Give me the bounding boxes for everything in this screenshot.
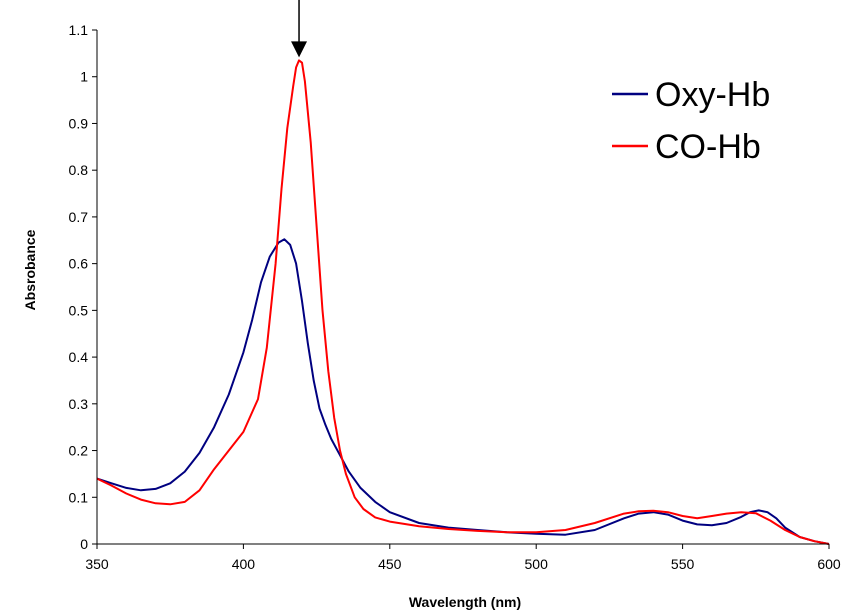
y-axis-title: Absrobance	[22, 229, 38, 310]
arrow-head	[291, 41, 308, 58]
y-tick-label: 0.9	[69, 115, 89, 131]
y-tick-label: 0.2	[69, 443, 89, 459]
x-tick-label: 550	[671, 556, 695, 572]
x-tick-label: 600	[817, 556, 841, 572]
legend-label-co-hb: CO-Hb	[655, 128, 761, 166]
x-tick-label: 350	[85, 556, 109, 572]
series-line-co-hb	[96, 59, 830, 545]
y-tick-label: 1.1	[69, 22, 89, 38]
annotation-layer	[291, 0, 308, 58]
x-axis-title: Wavelength (nm)	[409, 594, 521, 610]
y-tick-label: 0.1	[69, 489, 89, 505]
y-tick-label: 0.5	[69, 302, 89, 318]
legend: Oxy-Hb CO-Hb	[612, 76, 770, 166]
legend-label-oxy-hb: Oxy-Hb	[655, 76, 770, 114]
series-layer	[96, 59, 830, 545]
x-tick-label: 500	[525, 556, 549, 572]
x-tick-label: 400	[232, 556, 256, 572]
y-tick-label: 0.7	[69, 209, 89, 225]
series-line-oxy-hb	[96, 238, 830, 545]
y-tick-label: 0.6	[69, 256, 89, 272]
y-tick-label: 1	[80, 69, 88, 85]
y-tick-label: 0	[80, 536, 88, 552]
y-tick-label: 0.8	[69, 162, 89, 178]
y-tick-label: 0.4	[69, 349, 89, 365]
x-tick-label: 450	[378, 556, 402, 572]
y-tick-label: 0.3	[69, 396, 89, 412]
axes-layer: 0 0.1 0.2 0.3 0.4 0.5 0.6 0.7 0.8 0.9 1 1.1 350 400 45…	[69, 22, 841, 572]
